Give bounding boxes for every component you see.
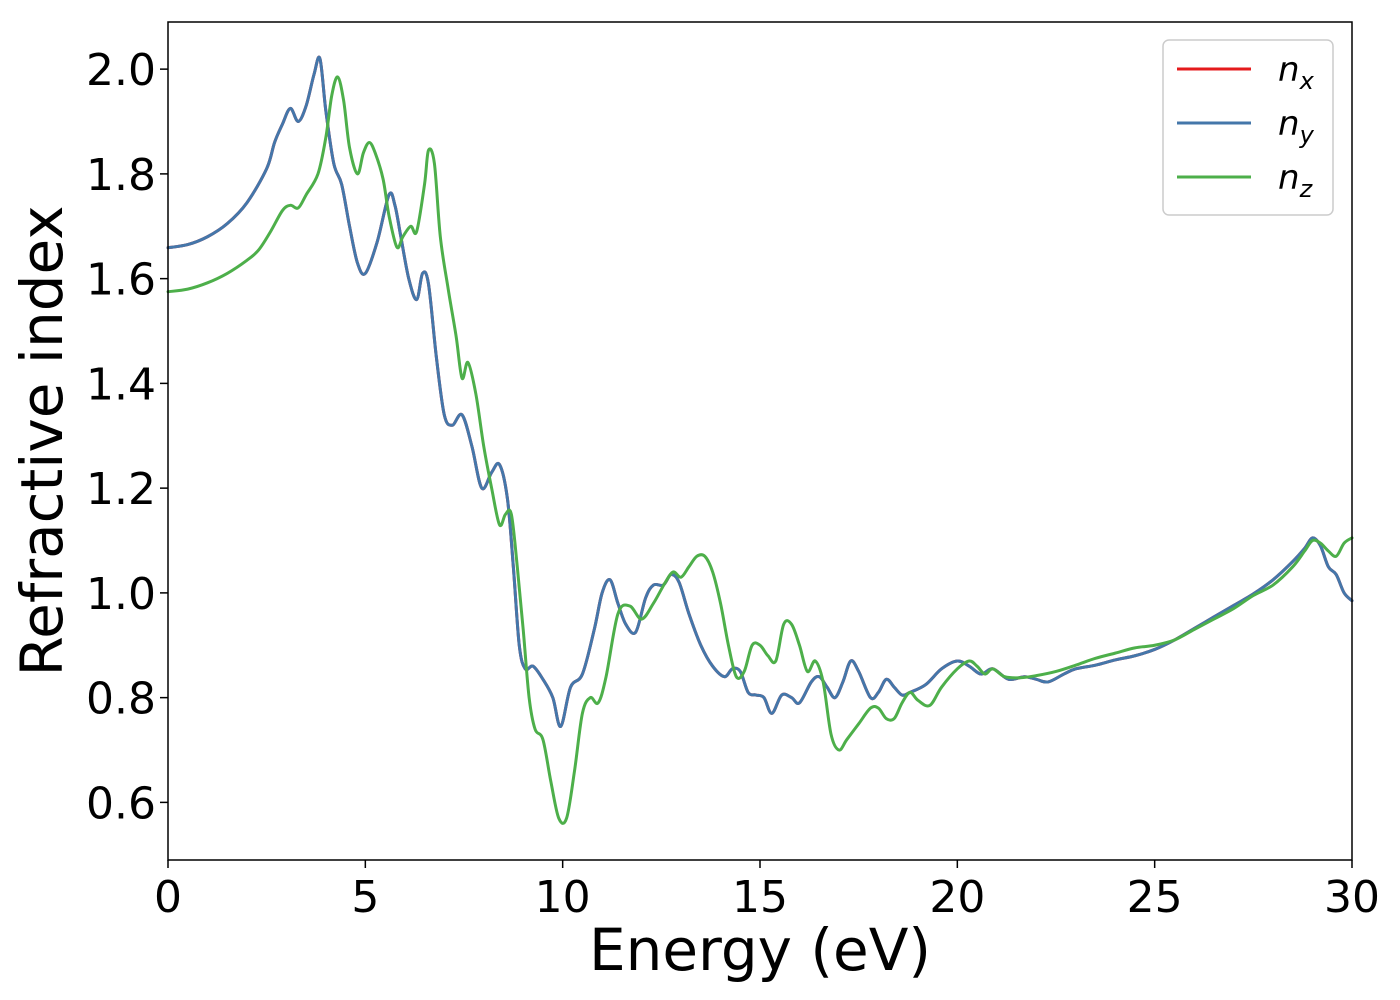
x-tick-label: 0 [154, 872, 182, 923]
x-tick-label: 20 [929, 872, 985, 923]
plot-frame [167, 21, 1353, 861]
legend: nx ny nz [1162, 39, 1334, 216]
x-axis-label: Energy (eV) [589, 916, 931, 984]
legend-box [1162, 39, 1334, 216]
legend-label: nx [1278, 50, 1315, 95]
legend-label: nz [1278, 158, 1314, 203]
y-tick-label: 1.4 [86, 359, 156, 410]
legend-label: ny [1278, 104, 1315, 149]
legend-items: nx ny nz [1177, 50, 1315, 203]
x-tick-label: 25 [1127, 872, 1183, 923]
x-tick-label: 10 [535, 872, 591, 923]
series-line-n-z [166, 75, 1354, 825]
x-tick-label: 30 [1324, 872, 1380, 923]
series-line-n-y [166, 55, 1354, 728]
y-tick-label: 2.0 [86, 45, 156, 96]
y-axis-label: Refractive index [8, 205, 76, 676]
y-tick-label: 1.0 [86, 569, 156, 620]
ticks-layer: 0 5 10 15 20 25 30 0.6 0.8 1.0 1.2 1.4 1.6 1.8 2.0 [86, 45, 1380, 923]
x-tick-label: 5 [351, 872, 379, 923]
series-layer [166, 55, 1354, 825]
y-tick-label: 0.6 [86, 778, 156, 829]
plot-background [168, 22, 1352, 860]
y-tick-label: 0.8 [86, 674, 156, 725]
y-tick-label: 1.8 [86, 150, 156, 201]
y-tick-label: 1.6 [86, 255, 156, 306]
x-tick-label: 15 [732, 872, 788, 923]
y-tick-label: 1.2 [86, 464, 156, 515]
